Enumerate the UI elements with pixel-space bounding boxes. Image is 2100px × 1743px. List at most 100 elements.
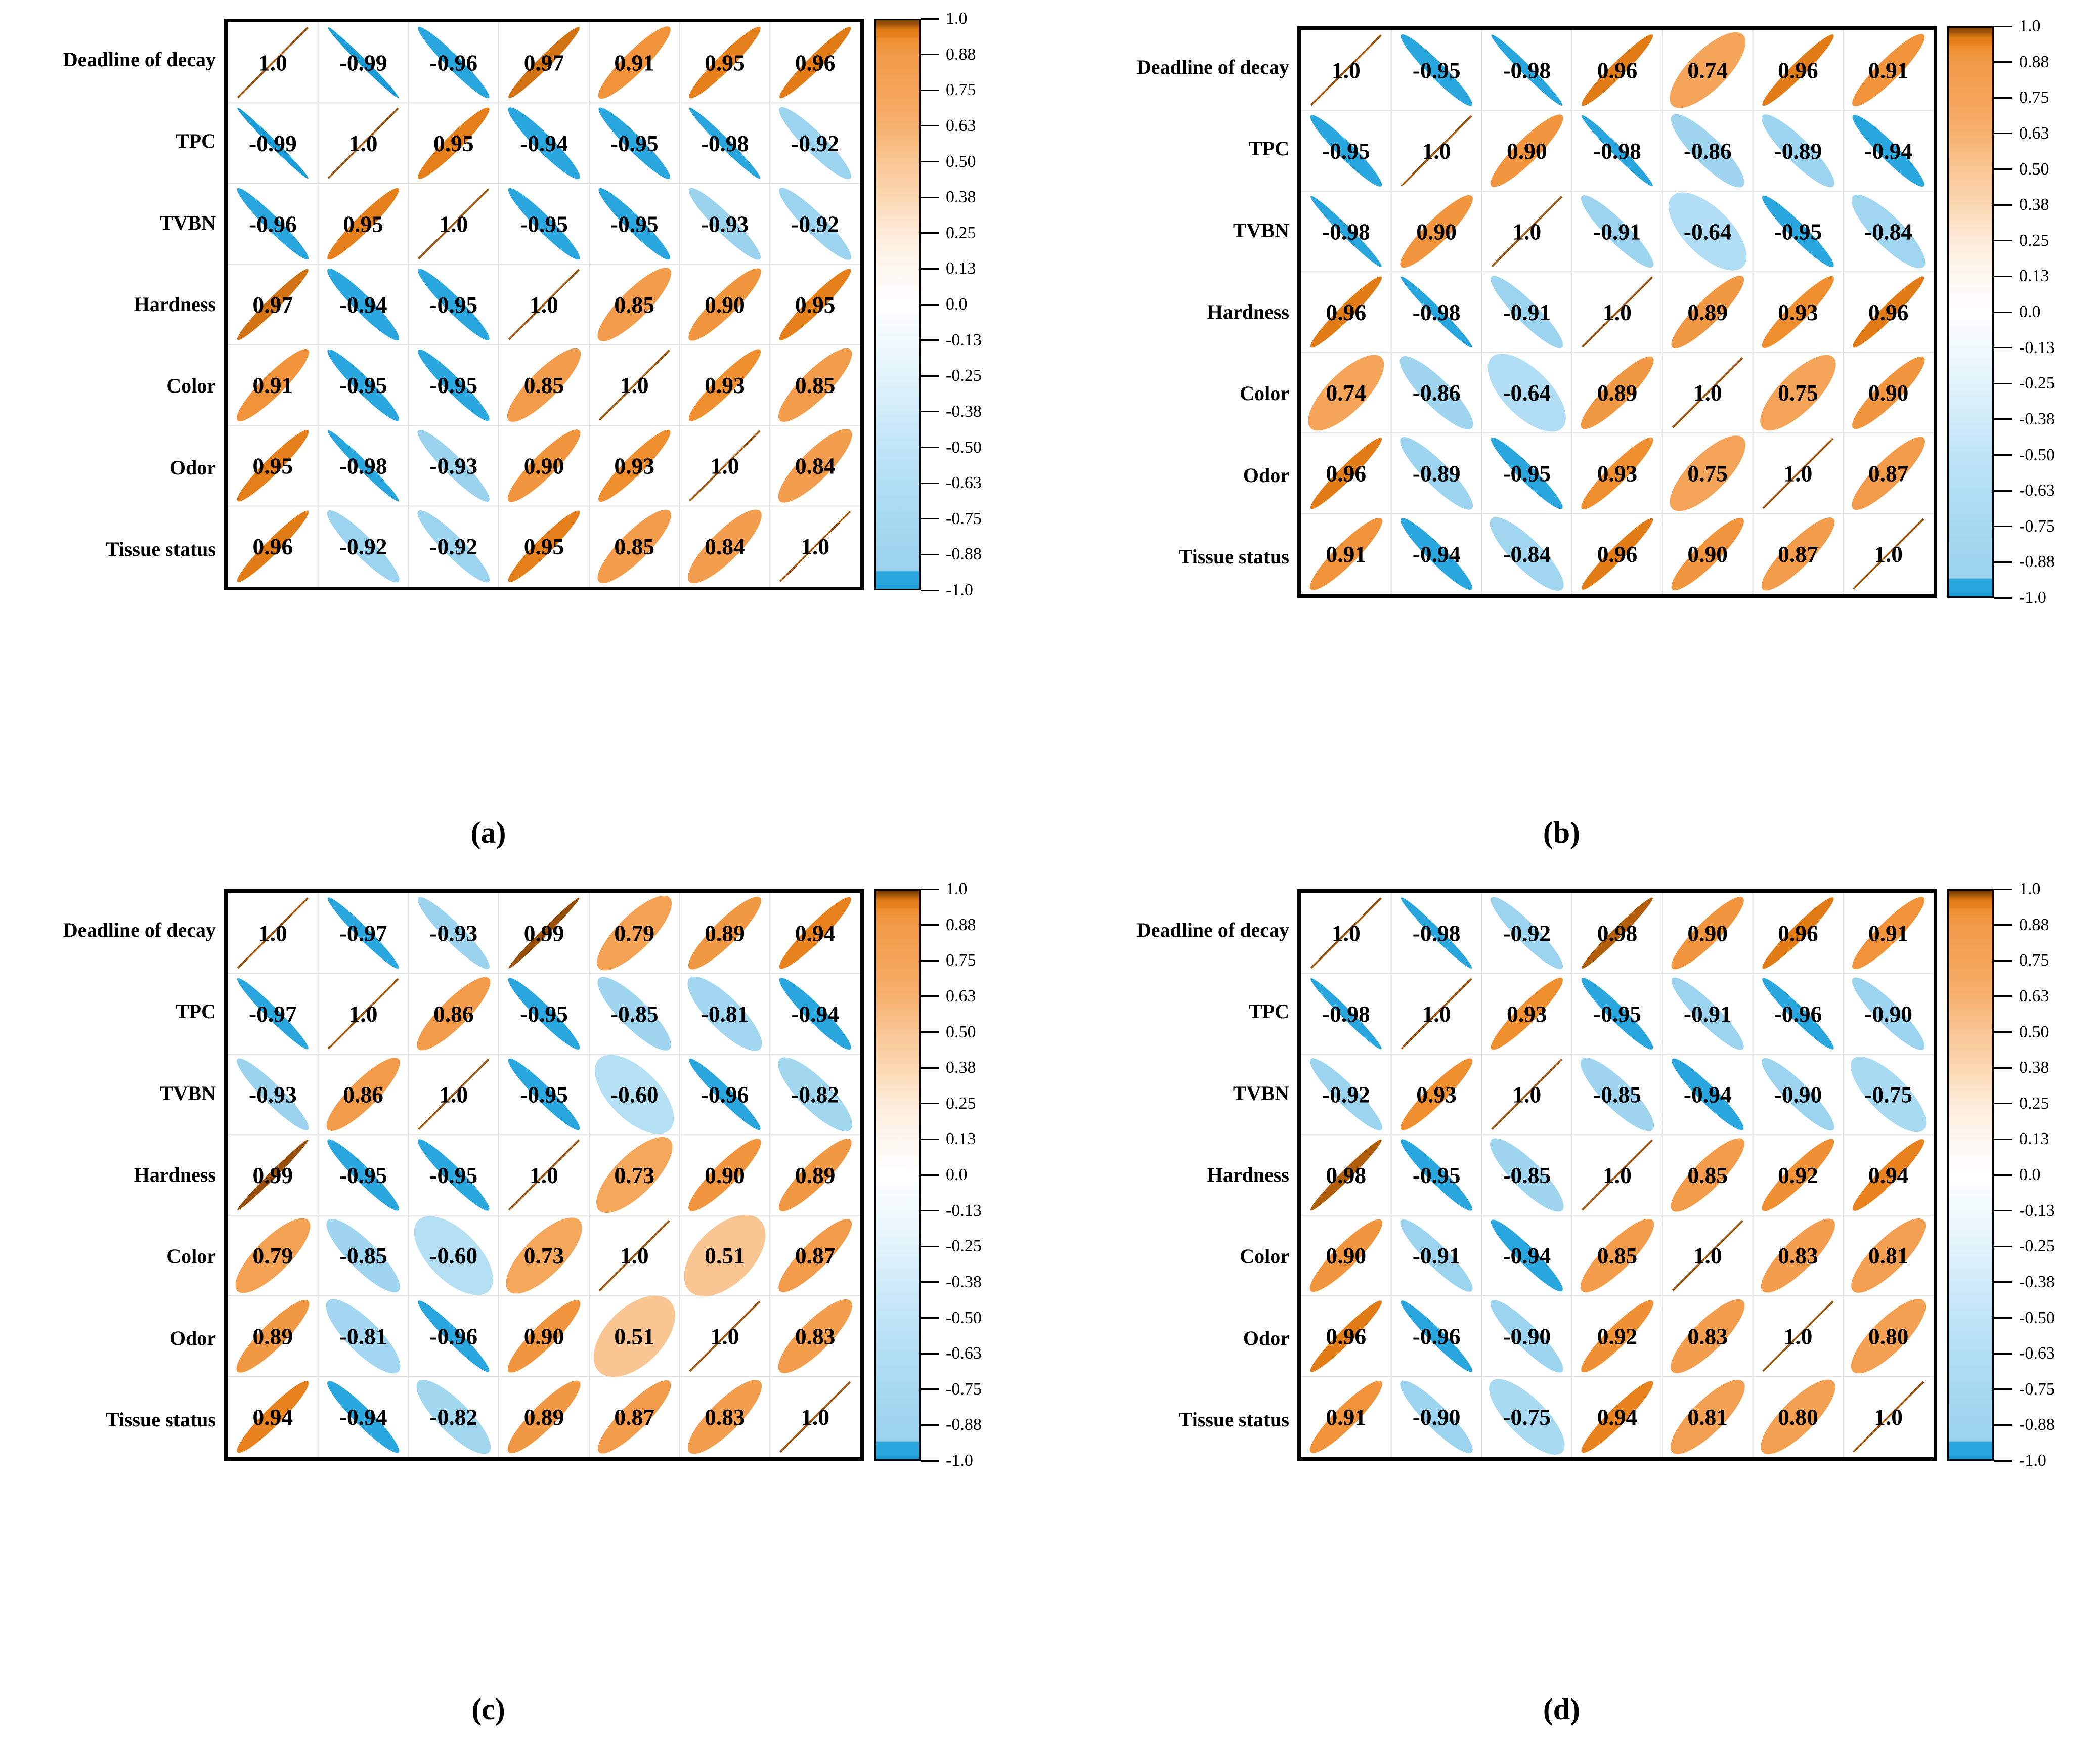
corr-ellipse <box>327 188 399 260</box>
corr-value: -0.94 <box>1413 541 1461 567</box>
corr-value: 1.0 <box>1874 1404 1903 1430</box>
corr-ellipse <box>508 978 580 1050</box>
corr-cell-c-3-2: -0.95 <box>417 1139 490 1211</box>
corr-ellipse <box>1581 518 1653 590</box>
colorbar-tick <box>1994 1424 2012 1426</box>
corr-cell-c-2-1: 0.86 <box>326 1058 400 1131</box>
corr-ellipse <box>1671 977 1744 1050</box>
corr-value: -0.95 <box>610 130 659 156</box>
y-axis-label: Tissue status <box>1178 1408 1289 1431</box>
corr-cell-b-2-6: -0.84 <box>1851 194 1926 269</box>
corr-ellipse <box>414 1216 493 1295</box>
corr-cell-b-1-4: -0.86 <box>1671 114 1744 188</box>
corr-value: 0.94 <box>1597 1404 1638 1430</box>
corr-ellipse <box>598 188 671 260</box>
corr-diagonal-line <box>418 1059 490 1130</box>
corr-value: -0.96 <box>1774 1001 1822 1027</box>
corr-cell-c-5-5: 1.0 <box>689 1300 761 1372</box>
corr-value: -0.93 <box>701 211 749 237</box>
colorbar-tick-label: 1.0 <box>946 880 968 898</box>
corr-ellipse <box>1852 115 1924 187</box>
corr-ellipse <box>1399 356 1473 429</box>
corr-ellipse <box>417 107 490 179</box>
corr-cell-c-4-3: 0.73 <box>506 1217 582 1294</box>
corr-cell-b-4-0: 0.74 <box>1308 355 1384 431</box>
corr-cell-c-4-5: 0.51 <box>684 1215 766 1296</box>
corr-value: -0.98 <box>1413 299 1461 325</box>
corr-cell-a-3-4: 0.85 <box>597 268 671 341</box>
y-axis-label: Deadline of decay <box>1136 55 1289 78</box>
corr-diagonal-line <box>1310 897 1382 969</box>
corr-value: 0.89 <box>1687 299 1728 325</box>
corr-value: -0.98 <box>1322 219 1370 244</box>
colorbar-tick <box>1994 97 2012 99</box>
colorbar-tick <box>921 1353 939 1355</box>
corr-value: 0.90 <box>705 1162 745 1188</box>
corr-value: -0.95 <box>1413 1162 1461 1188</box>
corr-cell-c-0-4: 0.79 <box>597 895 672 971</box>
corr-ellipse <box>597 977 671 1051</box>
corr-value: 1.0 <box>349 1001 378 1027</box>
colorbar-tick <box>921 1103 939 1105</box>
corr-cell-b-1-6: -0.94 <box>1852 115 1924 187</box>
corr-value: 0.87 <box>614 1404 654 1430</box>
corr-ellipse <box>417 429 490 502</box>
corr-ellipse <box>1581 34 1653 106</box>
corr-cell-c-2-4: -0.60 <box>595 1055 674 1134</box>
corr-cell-b-0-5: 0.96 <box>1762 34 1834 106</box>
corr-value: 0.85 <box>795 372 836 398</box>
colorbar-tick-label: 0.88 <box>2019 52 2049 71</box>
corr-cell-c-5-3: 0.90 <box>507 1300 581 1373</box>
corr-cell-d-4-1: -0.91 <box>1400 1219 1473 1292</box>
corr-ellipse <box>1762 897 1834 969</box>
colorbar-tick <box>1994 888 2012 890</box>
colorbar-tick <box>1994 347 2012 349</box>
colorbar-tick <box>1994 1103 2012 1105</box>
y-axis-label: Color <box>1240 1245 1289 1268</box>
corr-cell-a-4-4: 1.0 <box>598 349 670 421</box>
corr-ellipse <box>1582 897 1653 969</box>
corr-value: 0.90 <box>1507 138 1547 164</box>
corr-value: 0.98 <box>1326 1162 1367 1188</box>
corr-ellipse <box>327 349 399 421</box>
corr-ellipse <box>1670 1379 1745 1454</box>
corr-cell-b-2-0: -0.98 <box>1310 196 1382 267</box>
corr-cell-a-3-3: 1.0 <box>508 269 580 340</box>
corr-ellipse <box>1310 438 1382 509</box>
corr-cell-a-4-5: 0.93 <box>688 349 761 421</box>
corr-ellipse <box>1762 34 1834 106</box>
corr-ellipse <box>506 1217 582 1294</box>
corr-value: 0.85 <box>614 292 654 318</box>
corr-value: -0.92 <box>791 130 839 156</box>
corr-value: 0.95 <box>343 211 383 237</box>
corr-value: 0.86 <box>343 1081 383 1107</box>
corr-value: -0.93 <box>429 453 477 479</box>
colorbar-tick <box>1994 25 2012 27</box>
corr-ellipse <box>598 26 671 99</box>
corr-value: 0.87 <box>1778 541 1818 567</box>
colorbar-tick-label: -0.88 <box>946 1415 982 1434</box>
corr-cell-d-1-4: -0.91 <box>1671 977 1744 1050</box>
corr-ellipse <box>779 978 851 1050</box>
corr-value: 0.96 <box>1326 1324 1367 1349</box>
colorbar-tick <box>921 1138 939 1140</box>
y-axis-label: Color <box>166 374 216 398</box>
corr-value: -0.82 <box>429 1404 477 1430</box>
corr-cell-a-6-2: -0.92 <box>417 510 490 583</box>
colorbar-tick-label: 0.13 <box>2019 267 2049 286</box>
corr-ellipse <box>779 897 851 969</box>
corr-ellipse <box>417 349 490 421</box>
corr-ellipse <box>508 107 580 180</box>
corr-value: 0.51 <box>705 1243 745 1269</box>
corr-value: 0.90 <box>524 1324 564 1349</box>
colorbar <box>1947 889 1994 1461</box>
corr-cell-d-2-1: 0.93 <box>1400 1058 1473 1130</box>
corr-ellipse <box>1762 1058 1834 1131</box>
colorbar-tick <box>1994 960 2012 962</box>
colorbar <box>874 19 921 590</box>
corr-value: -0.96 <box>249 211 297 237</box>
corr-ellipse <box>1672 1058 1744 1130</box>
corr-cell-c-4-6: 0.87 <box>778 1219 852 1292</box>
corr-diagonal-line <box>1401 115 1472 187</box>
corr-ellipse <box>327 897 399 969</box>
